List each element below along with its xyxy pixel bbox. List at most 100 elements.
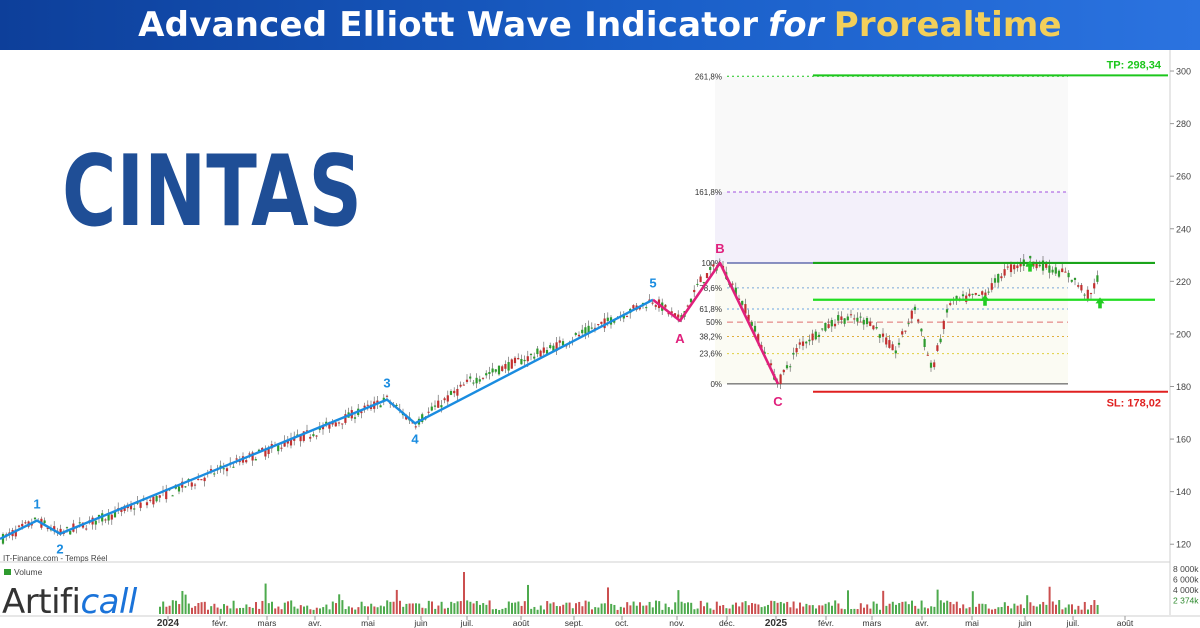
volume-bar [354,609,357,614]
volume-bar [267,603,270,614]
candle-body [155,495,158,502]
candle-body [267,447,270,455]
volume-bar [1093,600,1096,614]
title-banner: Advanced Elliott Wave Indicator for Pror… [0,0,1200,50]
volume-bar [552,602,555,614]
volume-bar [965,608,968,614]
volume-bar [751,603,753,614]
candle-body [961,294,965,297]
candle-body [817,334,821,337]
volume-bar [194,606,197,614]
candle-body [536,348,539,355]
volume-bar [517,601,520,614]
candle-body [862,319,865,325]
volume-bar [677,590,680,614]
volume-bar [415,603,417,614]
take-profit-label: TP: 298,34 [1107,59,1162,71]
candle-body [734,287,737,297]
candle-body [1013,264,1016,270]
candle-body [513,357,517,364]
volume-bar [859,603,862,614]
volume-bar [440,601,443,614]
candle-body [469,376,472,379]
volume-bar [296,608,299,614]
volume-bar [1055,604,1057,614]
candle-body [456,388,459,396]
volume-bar [799,602,801,614]
candle-body [843,318,846,324]
candle-body [1073,277,1077,280]
volume-bar [885,605,888,614]
volume-bar [379,605,382,614]
volume-bar [389,601,392,614]
candle-body [526,356,529,362]
volume-bar [773,601,776,614]
volume-bar [619,606,622,614]
candle-body [360,411,363,414]
candle-body [885,337,888,345]
logo-text: CINTAS [62,135,362,249]
candle-body [200,479,203,481]
volume-bar [779,601,782,614]
y-tick-label: 200 [1176,329,1191,339]
candle-body [795,348,798,353]
correction-wave-line [652,261,780,385]
volume-bar [434,608,437,614]
volume-bar [795,608,798,614]
volume-bar [719,605,721,614]
volume-bar [405,603,408,614]
volume-bar [306,605,309,614]
candle-body [581,329,584,334]
candle-body [949,303,952,305]
volume-bar [581,606,584,614]
candle-body [433,405,437,407]
volume-bar [629,605,632,614]
candle-body [622,314,625,319]
candle-body [763,351,766,355]
volume-bar [511,602,513,614]
volume-bar [171,600,174,614]
data-source: IT-Finance.com - Temps Réel [3,554,108,563]
y-tick-label: 160 [1176,435,1191,445]
volume-bar [837,603,840,614]
candle-body [245,460,248,463]
candle-body [1080,284,1083,291]
volume-bar [687,602,689,614]
volume-bar [834,600,837,614]
candle-body [110,514,113,520]
candle-body [1029,255,1032,259]
volume-bar [571,608,574,614]
volume-bar [840,608,843,614]
candle-body [334,422,337,427]
volume-bar [939,600,942,614]
fib-level-label: 78,6% [699,284,722,293]
volume-bar [981,603,984,614]
candle-body [702,282,705,284]
volume-bar [706,602,709,614]
candle-body [33,517,37,520]
candle-body [1051,269,1054,273]
candle-body [235,458,238,460]
candle-body [385,395,389,397]
volume-bar [728,608,731,614]
volume-bar [722,605,725,614]
volume-bar [411,603,414,614]
volume-bar [325,604,328,614]
candle-body [545,349,549,354]
candle-body [190,482,193,487]
y-tick-label: 280 [1176,119,1191,129]
volume-bar [1087,609,1089,614]
candle-body [849,314,853,316]
x-tick-label: 2024 [157,618,180,628]
candle-body [43,520,46,524]
volume-bar [357,607,360,614]
volume-bar [178,604,181,614]
candle-body [747,314,750,321]
volume-bar [971,591,974,614]
candle-body [939,338,942,343]
volume-bar [1032,605,1035,614]
volume-bar [850,609,853,614]
candle-body [133,508,136,510]
volume-bar [319,608,321,614]
volume-bar [645,605,648,614]
